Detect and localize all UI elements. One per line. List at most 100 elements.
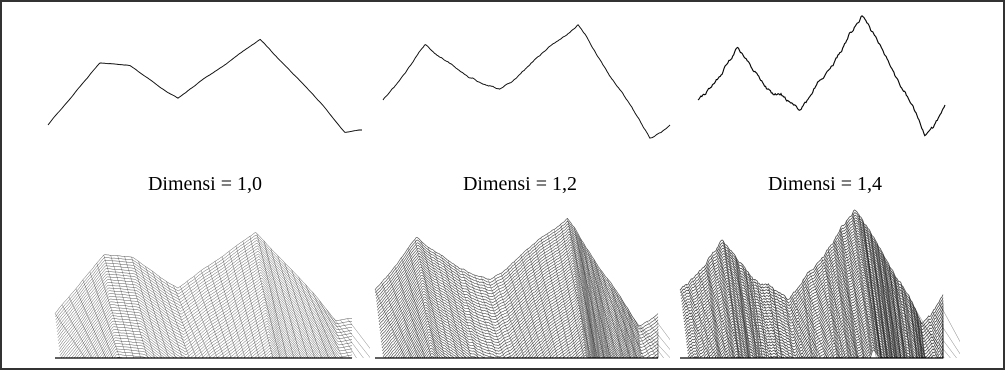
terrain-ridge: [685, 284, 717, 359]
terrain-line: [384, 286, 658, 359]
terrain-ridge: [242, 241, 274, 359]
terrain-ridge: [938, 302, 960, 343]
terrain-line: [688, 274, 943, 359]
terrain-ridge: [547, 233, 578, 359]
terrain-ridge: [131, 257, 162, 359]
terrain-ridge: [593, 259, 625, 359]
terrain-ridge: [61, 304, 93, 359]
terrain-ridge: [626, 307, 658, 359]
terrain-line: [55, 234, 352, 324]
terrain-ridge: [68, 296, 100, 359]
terrain-ridge: [270, 248, 302, 359]
terrain-ridge: [193, 276, 225, 359]
terrain-ridge: [347, 318, 370, 349]
terrain-ridge: [716, 248, 748, 359]
terrain-ridge: [89, 271, 121, 359]
terrain-ridge: [166, 281, 197, 359]
fractal-curve: [47, 38, 363, 133]
terrain-line: [62, 285, 352, 359]
terrain-line: [64, 307, 352, 359]
terrain-line: [681, 222, 944, 340]
terrain-ridge: [815, 265, 846, 359]
terrain-line: [686, 261, 944, 359]
terrain-ridge: [180, 286, 211, 359]
terrain-ridge: [914, 307, 945, 359]
terrain-ridge: [480, 276, 512, 359]
terrain-line: [690, 284, 943, 359]
terrain-ridge: [620, 296, 651, 359]
terrain-line: [59, 267, 353, 359]
terrain-ridge: [747, 271, 779, 359]
terrain-line: [58, 261, 353, 355]
terrain-ridge: [441, 255, 472, 359]
fractal-terrain: [679, 209, 960, 359]
terrain-line: [379, 252, 659, 359]
terrain-line: [61, 283, 352, 359]
terrain-line: [684, 245, 944, 359]
terrain-ridge: [249, 236, 281, 359]
terrain-ridge: [487, 279, 518, 359]
terrain-ridge: [633, 318, 664, 359]
terrain-ridge: [796, 289, 828, 359]
terrain-ridge: [401, 257, 432, 359]
terrain-ridge: [883, 254, 914, 359]
terrain-ridge: [374, 289, 406, 359]
terrain-ridge: [889, 266, 920, 359]
terrain-ridge: [722, 240, 754, 359]
terrain-line: [683, 235, 944, 355]
terrain-line: [59, 269, 352, 359]
terrain-ridge: [507, 267, 538, 359]
terrain-line: [682, 227, 944, 346]
terrain-ridge: [803, 279, 834, 359]
terrain-ridge: [159, 276, 190, 359]
terrain-ridge: [809, 271, 840, 359]
terrain-ridge: [753, 279, 785, 359]
terrain-ridge: [145, 266, 176, 359]
terrain-ridge: [741, 263, 772, 359]
terrain-line: [683, 238, 944, 358]
terrain-line: [686, 258, 944, 359]
terrain-ridge: [110, 255, 141, 359]
terrain-ridge: [474, 274, 505, 359]
terrain-line: [57, 250, 353, 343]
terrain-ridge: [326, 309, 357, 359]
dimension-label: Dimensi = 1,0: [148, 173, 262, 195]
terrain-line: [374, 217, 659, 327]
terrain-ridge: [533, 243, 565, 359]
terrain-ridge: [729, 249, 760, 359]
terrain-line: [383, 283, 658, 359]
terrain-ridge: [173, 285, 204, 359]
terrain-ridge: [710, 255, 742, 359]
terrain-ridge: [520, 254, 552, 359]
terrain-ridge: [613, 287, 645, 359]
terrain-ridge: [926, 318, 957, 359]
terrain-line: [60, 275, 352, 359]
terrain-line: [58, 258, 353, 352]
terrain-ridge: [704, 266, 735, 359]
terrain-ridge: [103, 254, 134, 359]
terrain-line: [376, 231, 659, 342]
terrain-line: [380, 259, 658, 359]
terrain-ridge: [821, 257, 853, 359]
terrain-ridge: [735, 256, 766, 359]
terrain-line: [689, 276, 943, 359]
terrain-line: [384, 291, 658, 359]
terrain-ridge: [381, 282, 412, 359]
dimension-label: Dimensi = 1,4: [768, 173, 882, 195]
fractal-curve: [697, 15, 946, 137]
terrain-line: [54, 232, 352, 321]
terrain-ridge: [228, 251, 260, 359]
terrain-ridge: [214, 261, 246, 359]
fractal-terrain: [54, 232, 370, 359]
terrain-ridge: [414, 239, 446, 359]
terrain-ridge: [653, 317, 670, 341]
terrain-line: [56, 245, 352, 337]
terrain-line: [688, 271, 943, 359]
terrain-line: [689, 279, 943, 359]
terrain-ridge: [494, 276, 525, 359]
terrain-ridge: [117, 255, 148, 359]
terrain-ridge: [138, 261, 169, 359]
terrain-ridge: [333, 317, 364, 359]
terrain-ridge: [514, 261, 545, 359]
terrain-line: [689, 282, 943, 359]
